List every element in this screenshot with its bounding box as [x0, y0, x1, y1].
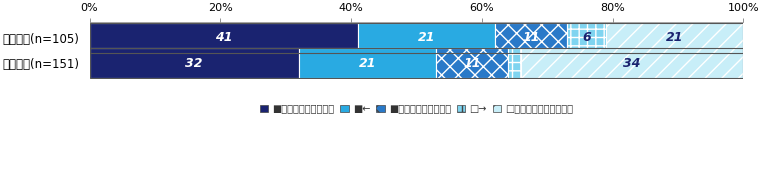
Text: 11: 11	[463, 57, 481, 70]
Text: 21: 21	[359, 57, 376, 70]
Bar	[567, 23, 606, 53]
Bar	[89, 48, 299, 78]
Text: 21: 21	[666, 31, 684, 44]
Legend: ■事件が関係している, ■←, ■どちらともいえない, □→, □事件と全く関係がない: ■事件が関係している, ■←, ■どちらともいえない, □→, □事件と全く関係…	[258, 102, 575, 116]
Text: 32: 32	[185, 57, 203, 70]
Bar	[357, 23, 495, 53]
Text: 41: 41	[215, 31, 232, 44]
Text: 6: 6	[582, 31, 591, 44]
Text: 21: 21	[418, 31, 435, 44]
Bar	[495, 23, 567, 53]
Bar	[436, 48, 508, 78]
Text: 11: 11	[522, 31, 539, 44]
Text: 34: 34	[623, 57, 641, 70]
Bar	[508, 48, 521, 78]
Bar	[521, 48, 744, 78]
Bar	[299, 48, 436, 78]
Bar	[606, 23, 744, 53]
Bar	[89, 23, 357, 53]
